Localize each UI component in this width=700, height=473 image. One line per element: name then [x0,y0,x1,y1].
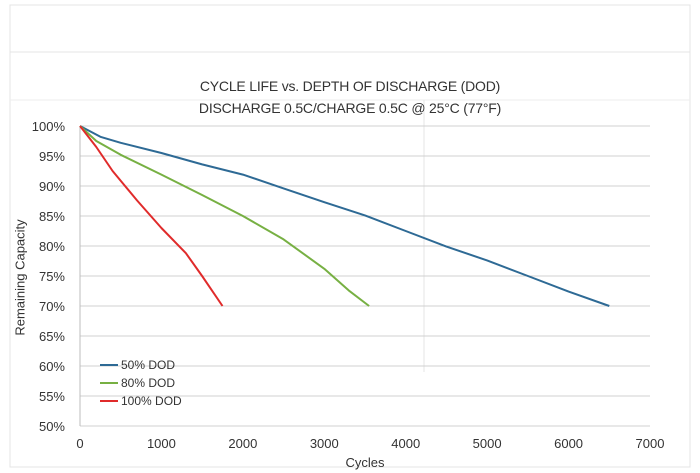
y-tick-label: 70% [39,299,65,314]
x-tick-label: 7000 [636,436,665,451]
y-tick-label: 90% [39,179,65,194]
y-tick-label: 55% [39,389,65,404]
chart-subtitle: DISCHARGE 0.5C/CHARGE 0.5C @ 25°C (77°F) [198,100,502,116]
y-tick-label: 85% [39,209,65,224]
y-axis-label: Remaining Capacity [12,219,28,336]
x-tick-label: 1000 [147,436,176,451]
y-tick-label: 75% [39,269,65,284]
legend-label: 100% DOD [121,394,182,408]
series-line [79,125,610,307]
y-tick-label: 95% [39,149,65,164]
x-tick-label: 5000 [473,436,502,451]
x-tick-label: 4000 [391,436,420,451]
y-axis-ticks: 100% 95% 90% 85% 80% 75% 70% 65% 60% 55% 50% [32,119,66,434]
legend-label: 50% DOD [121,358,175,372]
x-axis-ticks: 0 1000 2000 3000 4000 5000 6000 7000 [76,436,664,451]
series-line [79,125,370,307]
chart-title: CYCLE LIFE vs. DEPTH OF DISCHARGE (DOD) [199,78,501,94]
y-tick-label: 60% [39,359,65,374]
x-tick-label: 6000 [554,436,583,451]
y-tick-label: 65% [39,329,65,344]
y-tick-label: 50% [39,419,65,434]
legend: 50% DOD 80% DOD 100% DOD [100,358,182,408]
y-tick-label: 80% [39,239,65,254]
gridlines [9,4,691,468]
x-axis-label: Cycles [345,455,385,470]
x-tick-label: 2000 [228,436,257,451]
series-lines [79,125,610,307]
series-line [79,125,224,307]
x-tick-label: 3000 [310,436,339,451]
x-tick-label: 0 [76,436,83,451]
legend-label: 80% DOD [121,376,175,390]
plot-frame [9,4,691,468]
y-tick-label: 100% [32,119,66,134]
